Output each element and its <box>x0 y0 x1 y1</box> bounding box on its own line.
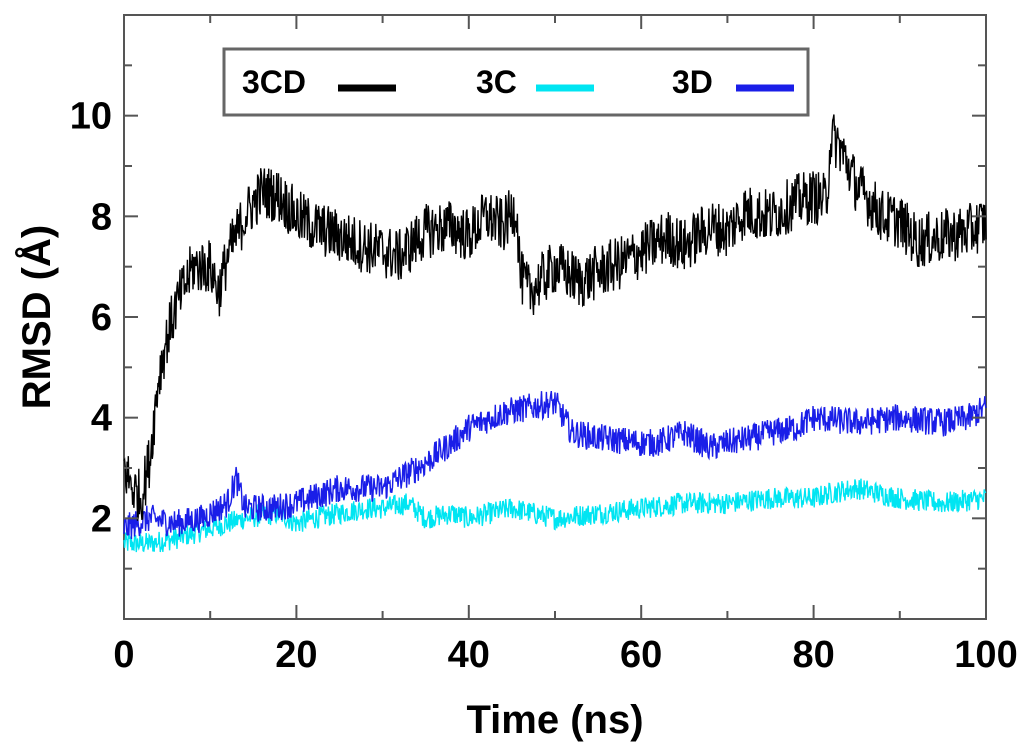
legend-label-3d: 3D <box>672 64 713 100</box>
y-tick-label: 2 <box>91 498 112 540</box>
y-tick-label: 8 <box>91 196 112 238</box>
x-tick-label: 0 <box>113 634 134 676</box>
legend-box <box>222 47 810 117</box>
legend: 3CD 3C 3D <box>222 47 810 117</box>
y-tick-label: 4 <box>91 398 112 440</box>
x-tick-label: 80 <box>792 634 834 676</box>
legend-label-3c: 3C <box>476 64 517 100</box>
x-tick-label: 100 <box>954 634 1017 676</box>
x-axis-title: Time (ns) <box>466 698 643 742</box>
tick-layer <box>123 15 987 619</box>
x-tick-label: 20 <box>275 634 317 676</box>
y-tick-label: 6 <box>91 297 112 339</box>
y-tick-label: 10 <box>70 96 112 138</box>
x-tick-label: 40 <box>448 634 490 676</box>
x-tick-labels: 0 20 40 60 80 100 <box>113 634 1017 676</box>
y-axis-title: RMSD (Å) <box>14 225 59 409</box>
x-tick-label: 60 <box>620 634 662 676</box>
series-layer <box>123 114 987 553</box>
series-3cd-line <box>123 114 987 521</box>
series-3d-line <box>123 390 987 540</box>
y-tick-labels: 2 4 6 8 10 <box>70 96 112 541</box>
legend-label-3cd: 3CD <box>242 64 306 100</box>
